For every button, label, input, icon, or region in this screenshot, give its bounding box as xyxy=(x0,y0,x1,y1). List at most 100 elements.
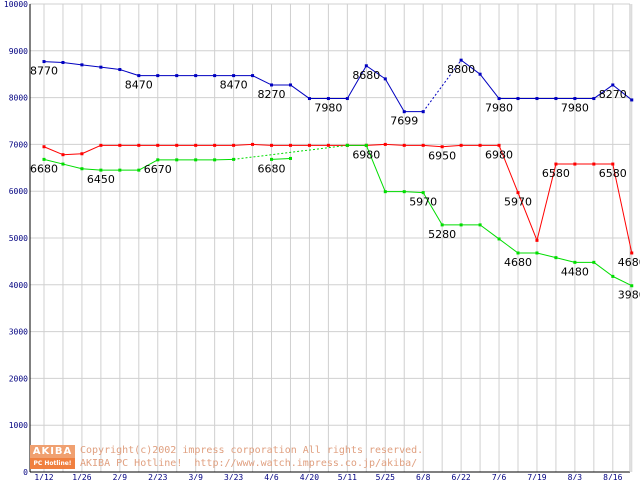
data-point xyxy=(137,74,141,78)
series-segment xyxy=(442,144,462,148)
data-point xyxy=(497,237,501,241)
data-point xyxy=(383,142,387,146)
data-label: 6980 xyxy=(485,148,513,161)
data-point xyxy=(251,142,255,146)
x-tick-label: 6/22 xyxy=(451,473,470,480)
data-point xyxy=(156,158,160,162)
series-segment xyxy=(498,145,519,193)
data-label: 6580 xyxy=(542,167,570,180)
data-point xyxy=(516,191,520,195)
data-point xyxy=(175,158,179,162)
data-point xyxy=(42,157,46,161)
data-point xyxy=(554,162,558,166)
data-label: 7980 xyxy=(485,102,513,115)
data-point xyxy=(383,190,387,194)
data-point xyxy=(213,74,217,78)
data-point xyxy=(270,157,274,161)
series-segment xyxy=(593,261,614,277)
data-point xyxy=(61,162,65,166)
data-point xyxy=(364,64,368,68)
data-label: 8470 xyxy=(125,79,153,92)
data-point xyxy=(497,143,501,147)
data-point xyxy=(478,223,482,227)
series-segment xyxy=(612,163,633,254)
data-point xyxy=(421,143,425,147)
data-point xyxy=(459,58,463,62)
data-point xyxy=(232,74,236,78)
data-label-group: 8770 8470 8470 8270 7980 8680 7699 8800 7980 7980… xyxy=(30,63,640,302)
data-point xyxy=(175,143,179,147)
series-segment xyxy=(365,145,386,192)
y-tick-label: 4000 xyxy=(9,281,28,290)
data-point xyxy=(175,74,179,78)
data-point xyxy=(80,167,84,171)
y-tick-label: 0 xyxy=(23,468,28,477)
series-segment xyxy=(384,78,405,112)
data-label: 8680 xyxy=(352,69,380,82)
data-label: 4680 xyxy=(618,256,640,269)
x-tick-label: 5/25 xyxy=(376,473,395,480)
series-segment xyxy=(517,192,538,241)
series-segment xyxy=(404,191,424,194)
data-label: 5280 xyxy=(428,228,456,241)
data-point xyxy=(592,97,596,101)
series-dashed-segment xyxy=(422,59,462,112)
x-tick-label: 7/19 xyxy=(527,473,546,480)
y-tick-label: 3000 xyxy=(9,328,28,337)
data-point xyxy=(80,63,84,67)
x-tick-label: 6/8 xyxy=(416,473,431,480)
data-point xyxy=(611,274,615,278)
logo-top-text: AKIBA xyxy=(30,445,75,458)
data-point xyxy=(61,153,65,157)
data-point xyxy=(99,168,103,172)
series-segment xyxy=(138,159,158,171)
data-label: 4680 xyxy=(504,256,532,269)
data-point xyxy=(156,74,160,78)
series-segment xyxy=(366,143,386,146)
data-point xyxy=(402,110,406,114)
x-tick-label: 1/12 xyxy=(34,473,53,480)
x-tick-label: 8/3 xyxy=(568,473,583,480)
data-point xyxy=(516,97,520,101)
data-point xyxy=(326,97,330,101)
data-point xyxy=(592,162,596,166)
series-group xyxy=(42,58,634,288)
series-segment xyxy=(271,157,291,160)
series-3 xyxy=(42,143,634,288)
series-segment xyxy=(62,62,82,66)
data-point xyxy=(213,143,217,147)
x-tick-label: 3/23 xyxy=(224,473,243,480)
series-segment xyxy=(43,158,64,165)
series-segment xyxy=(593,84,614,99)
y-tick-label: 5000 xyxy=(9,234,28,243)
data-point xyxy=(535,97,539,101)
data-point xyxy=(459,223,463,227)
data-point xyxy=(118,168,122,172)
x-tick-label: 2/23 xyxy=(148,473,167,480)
series-segment xyxy=(62,153,82,156)
y-axis-tick-labels: 0 1000 2000 3000 4000 5000 6000 7000 8000 9000 100… xyxy=(4,0,28,477)
series-segment xyxy=(43,61,63,63)
data-point xyxy=(535,238,539,242)
data-point xyxy=(137,168,141,172)
series-segment xyxy=(498,238,519,254)
data-point xyxy=(194,74,198,78)
data-label: 8770 xyxy=(30,65,58,78)
data-point xyxy=(402,190,406,194)
copyright-line: Copyright(c)2002 impress corporation All… xyxy=(80,445,424,456)
data-point xyxy=(535,251,539,255)
data-point xyxy=(630,98,634,102)
data-point xyxy=(213,158,217,162)
y-tick-label: 6000 xyxy=(9,187,28,196)
data-point xyxy=(630,284,634,288)
series-dashed-segment xyxy=(233,144,348,160)
data-point xyxy=(42,145,46,149)
data-point xyxy=(194,158,198,162)
data-label: 4480 xyxy=(561,265,589,278)
series-segment xyxy=(346,65,367,99)
data-label: 6950 xyxy=(428,150,456,163)
data-point xyxy=(288,156,292,160)
series-segment xyxy=(555,257,575,263)
data-label: 6980 xyxy=(352,148,380,161)
data-label: 7699 xyxy=(390,115,418,128)
